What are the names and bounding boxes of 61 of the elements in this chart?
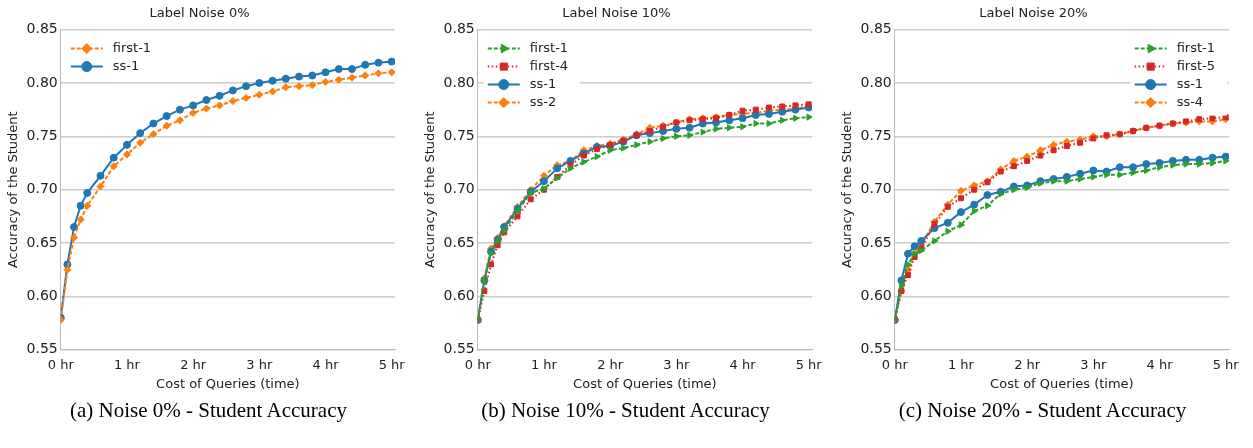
y-tick-label: 0.65 [860, 233, 892, 250]
y-tick-label: 0.85 [860, 20, 892, 37]
x-tick-label: 5 hr [795, 356, 823, 372]
y-tick-label: 0.75 [443, 126, 475, 143]
y-tick-label: 0.55 [860, 340, 892, 357]
y-tick-label: 0.75 [26, 126, 58, 143]
legend-label: ss-4 [1176, 93, 1204, 109]
legend-label: ss-2 [529, 93, 557, 109]
y-tick-label: 0.60 [443, 287, 475, 304]
x-tick-label: 5 hr [378, 356, 406, 372]
legend-label: first-1 [112, 39, 152, 55]
x-tick-label: 1 hr [113, 356, 141, 372]
legend-label: ss-1 [112, 57, 140, 73]
x-tick-label: 0 hr [464, 356, 492, 372]
x-tick-label: 0 hr [47, 356, 75, 372]
y-tick-label: 0.70 [860, 180, 892, 197]
legend-label: first-5 [1176, 57, 1216, 73]
y-tick-label: 0.80 [860, 73, 892, 90]
x-tick-label: 2 hr [180, 356, 207, 372]
x-tick-label: 4 hr [312, 356, 340, 372]
y-axis-title: Accuracy of the Student [5, 111, 21, 269]
y-tick-label: 0.80 [443, 73, 475, 90]
y-tick-label: 0.70 [26, 180, 58, 197]
text: (b) Noise 10% - Student Accuracy [480, 398, 771, 423]
x-tick-label: 4 hr [729, 356, 757, 372]
y-tick-label: 0.65 [443, 233, 475, 250]
y-tick-label: 0.65 [26, 233, 58, 250]
chart-title: Label Noise 10% [562, 5, 671, 21]
chart-title: Label Noise 0% [149, 5, 250, 21]
chart-title: Label Noise 20% [979, 5, 1088, 21]
x-axis-title: Cost of Queries (time) [573, 375, 717, 391]
legend-label: first-4 [529, 57, 569, 73]
legend-label: first-1 [1176, 39, 1216, 55]
x-tick-label: 5 hr [1212, 356, 1240, 372]
x-tick-label: 3 hr [1080, 356, 1107, 372]
x-tick-label: 3 hr [663, 356, 690, 372]
x-tick-label: 1 hr [530, 356, 558, 372]
y-tick-label: 0.55 [26, 340, 58, 357]
y-tick-label: 0.70 [443, 180, 475, 197]
legend-label: ss-1 [529, 75, 557, 91]
y-tick-label: 0.85 [443, 20, 475, 37]
y-tick-label: 0.85 [26, 20, 58, 37]
y-tick-label: 0.60 [26, 287, 58, 304]
x-axis-title: Cost of Queries (time) [990, 375, 1134, 391]
y-tick-label: 0.60 [860, 287, 892, 304]
y-axis-title: Accuracy of the Student [839, 111, 855, 269]
x-axis-title: Cost of Queries (time) [156, 375, 300, 391]
x-tick-label: 4 hr [1146, 356, 1174, 372]
y-tick-label: 0.55 [443, 340, 475, 357]
text: (a) Noise 0% - Student Accuracy [69, 398, 348, 423]
legend-label: first-1 [529, 39, 569, 55]
x-tick-label: 1 hr [947, 356, 975, 372]
y-tick-label: 0.75 [860, 126, 892, 143]
legend-label: ss-1 [1176, 75, 1204, 91]
y-tick-label: 0.80 [26, 73, 58, 90]
x-tick-label: 3 hr [246, 356, 273, 372]
x-tick-label: 2 hr [597, 356, 624, 372]
text: (c) Noise 20% - Student Accuracy [897, 398, 1188, 423]
x-tick-label: 0 hr [881, 356, 909, 372]
x-tick-label: 2 hr [1014, 356, 1041, 372]
y-axis-title: Accuracy of the Student [422, 111, 438, 269]
